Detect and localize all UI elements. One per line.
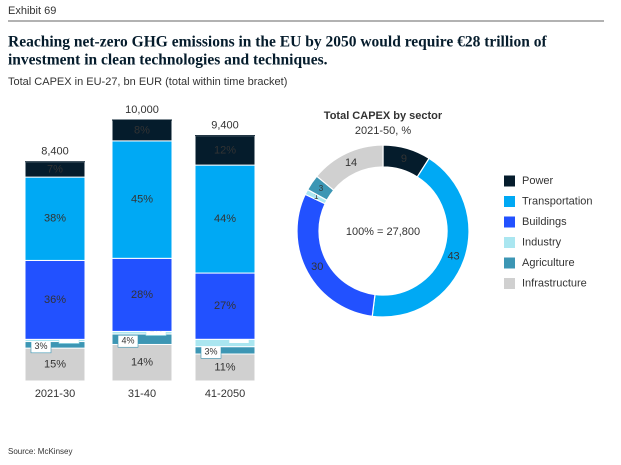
exhibit-label: Exhibit 69 [8,5,56,17]
bar-segment [194,135,256,166]
slice-label: 1 [314,192,319,201]
segment-label: 38% [44,213,66,225]
segment-label: 27% [214,300,236,312]
legend-label: Infrastructure [522,277,587,289]
heading: investment in clean technologies and tec… [8,52,328,69]
legend-swatch [504,216,515,228]
slice-label: 3 [319,184,324,193]
total-label: 10,000 [125,104,159,116]
donut-title: Total CAPEX by sector [324,110,443,122]
legend-label: Agriculture [522,257,575,269]
label-box [117,334,139,348]
donut-slice [296,193,376,317]
source: Source: McKinsey [8,447,72,456]
legend-label: Power [522,175,554,187]
slice-label: 14 [345,157,357,169]
segment-label: 45% [131,194,153,206]
x-tick-label: 31-40 [128,388,156,400]
bar-segment [24,347,86,382]
total-label: 9,400 [211,120,239,132]
donut-slice [371,157,470,318]
segment-label: 8% [134,124,150,136]
chart-subtitle: Total CAPEX in EU-27, bn EUR (total with… [8,76,287,88]
legend-label: Buildings [522,216,567,228]
legend-swatch [504,196,515,207]
donut-center-label: 100% = 27,800 [346,226,420,238]
segment-label: 3% [204,347,217,357]
bar-segment [111,257,173,332]
segment-label: 44% [214,213,236,225]
legend-swatch [504,175,515,187]
segment-label: 15% [44,358,66,370]
heading: Reaching net-zero GHG emissions in the E… [8,34,547,51]
legend-label: Industry [522,236,562,248]
bar-segment [111,343,173,382]
bar-segment [24,259,86,340]
bar-segment [194,272,256,340]
bar-segment [111,140,173,259]
donut-subtitle: 2021-50, % [355,125,411,137]
segment-label: 36% [44,294,66,306]
x-tick-label: 41-2050 [205,388,245,400]
legend-swatch [504,237,515,248]
x-tick-label: 2021-30 [35,388,75,400]
legend-label: Transportation [522,195,593,207]
legend-swatch [504,257,515,269]
segment-label: 3% [34,341,47,351]
segment-label: 11% [214,361,235,373]
bar-segment [194,164,256,274]
slice-label: 30 [311,261,323,273]
bar-segment [24,176,86,261]
donut-slice [315,144,384,192]
segment-label: 12% [214,144,236,156]
segment-label: 28% [131,289,153,301]
slice-label: 43 [447,250,459,262]
segment-label: 14% [131,357,153,369]
segment-label: 7% [47,163,63,175]
slice-label: 9 [401,153,407,165]
segment-label: 4% [121,336,134,346]
total-label: 8,400 [41,146,69,158]
legend-swatch [504,278,515,289]
